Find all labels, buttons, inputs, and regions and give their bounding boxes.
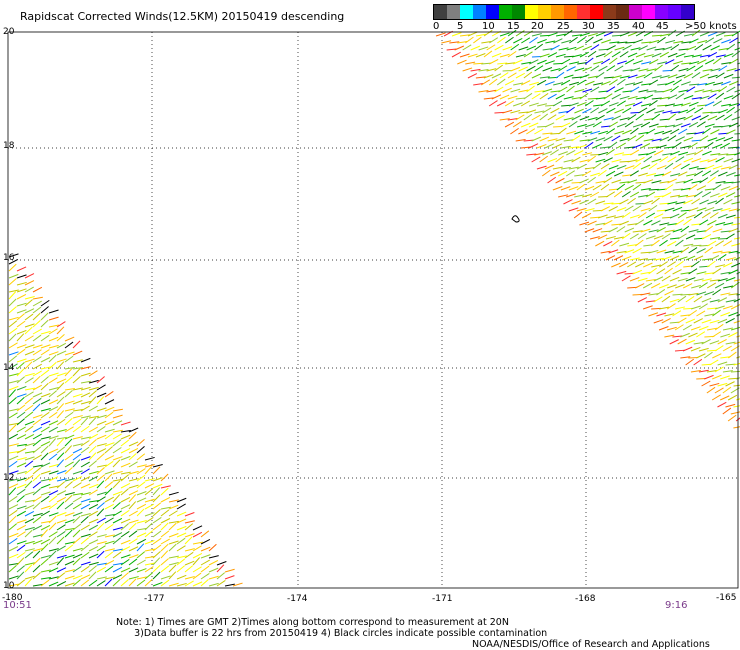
legend-swatch bbox=[473, 5, 486, 19]
legend-label: 15 bbox=[507, 21, 520, 32]
legend-swatch bbox=[642, 5, 655, 19]
lat-label-18: 18 bbox=[3, 141, 15, 151]
lat-label-16: 16 bbox=[3, 253, 15, 263]
legend-swatch bbox=[499, 5, 512, 19]
legend-color-bar bbox=[433, 4, 695, 20]
legend-swatch bbox=[655, 5, 668, 19]
legend-swatch bbox=[538, 5, 551, 19]
lon-label-180: -180 bbox=[2, 593, 23, 603]
legend-swatch bbox=[551, 5, 564, 19]
lon-label-174: -174 bbox=[287, 594, 308, 604]
legend-label: 35 bbox=[607, 21, 620, 32]
credit-text: NOAA/NESDIS/Office of Research and Appli… bbox=[472, 639, 710, 650]
legend-swatch bbox=[486, 5, 499, 19]
island-marker bbox=[511, 215, 520, 223]
notes: Note: 1) Times are GMT 2)Times along bot… bbox=[116, 617, 547, 639]
lon-label-177: -177 bbox=[144, 594, 165, 604]
legend-swatch bbox=[447, 5, 460, 19]
legend-swatch bbox=[512, 5, 525, 19]
wind-swath-right bbox=[435, 29, 740, 429]
lon-label-171: -171 bbox=[432, 594, 453, 604]
legend-label: 30 bbox=[582, 21, 595, 32]
lat-label-14: 14 bbox=[3, 363, 15, 373]
legend-swatch bbox=[603, 5, 616, 19]
legend-label: >50 knots bbox=[685, 21, 737, 32]
legend-label: 20 bbox=[531, 21, 544, 32]
legend-swatch bbox=[681, 5, 694, 19]
legend-swatch bbox=[629, 5, 642, 19]
legend-swatch bbox=[590, 5, 603, 19]
legend-swatch bbox=[460, 5, 473, 19]
legend-swatch bbox=[577, 5, 590, 19]
legend-label: 45 bbox=[656, 21, 669, 32]
legend-swatch bbox=[434, 5, 447, 19]
lat-label-10: 10 bbox=[3, 581, 15, 591]
time-right: 9:16 bbox=[665, 600, 688, 611]
legend-label: 25 bbox=[557, 21, 570, 32]
time-left: 10:51 bbox=[3, 600, 32, 611]
legend-swatch bbox=[616, 5, 629, 19]
legend-label: 5 bbox=[457, 21, 464, 32]
legend-swatch bbox=[564, 5, 577, 19]
wind-speed-legend: 0 5 10 15 20 25 30 35 40 45 >50 knots bbox=[433, 4, 737, 32]
lon-label-168: -168 bbox=[575, 594, 596, 604]
wind-swath-left bbox=[8, 253, 243, 587]
lat-label-20: 20 bbox=[3, 27, 15, 37]
lat-label-12: 12 bbox=[3, 473, 15, 483]
legend-swatch bbox=[525, 5, 538, 19]
note-line-1: Note: 1) Times are GMT 2)Times along bot… bbox=[116, 617, 509, 628]
lon-label-165: -165 bbox=[716, 593, 737, 603]
legend-label: 40 bbox=[632, 21, 645, 32]
legend-swatch bbox=[668, 5, 681, 19]
legend-label: 0 bbox=[433, 21, 440, 32]
legend-label: 10 bbox=[482, 21, 495, 32]
map-frame bbox=[7, 31, 739, 589]
map-title: Rapidscat Corrected Winds(12.5KM) 201504… bbox=[20, 10, 345, 23]
note-line-2: 3)Data buffer is 22 hrs from 20150419 4)… bbox=[116, 628, 548, 639]
